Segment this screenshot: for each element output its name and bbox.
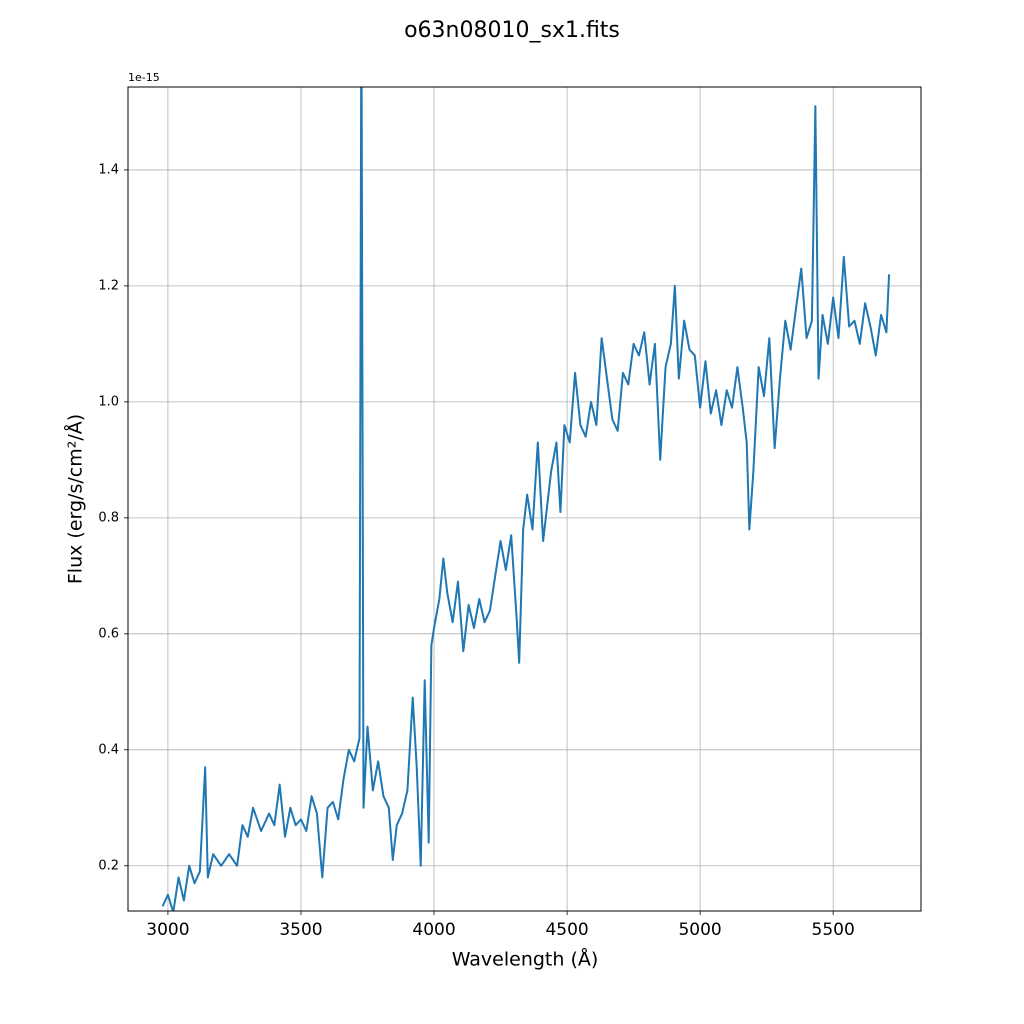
chart-title: o63n08010_sx1.fits — [404, 18, 620, 43]
y-tick-label: 0.6 — [98, 626, 119, 641]
plot-frame — [127, 86, 922, 912]
y-offset-label: 1e-15 — [128, 71, 160, 84]
y-tick-label: 0.2 — [98, 858, 119, 873]
y-tick-label: 1.0 — [98, 394, 119, 409]
x-tick-label: 4000 — [412, 920, 455, 940]
x-tick-label: 3000 — [146, 920, 189, 940]
spectrum-line — [161, 87, 891, 911]
y-tick-label: 0.4 — [98, 742, 119, 757]
x-tick-label: 3500 — [279, 920, 322, 940]
y-tick-label: 1.2 — [98, 278, 119, 293]
x-axis-label: Wavelength (Å) — [452, 948, 599, 971]
x-tick-label: 5500 — [812, 920, 855, 940]
y-tick-label: 0.8 — [98, 510, 119, 525]
y-tick-label: 1.4 — [98, 162, 119, 177]
x-tick-label: 5000 — [678, 920, 721, 940]
x-tick-label: 4500 — [545, 920, 588, 940]
y-axis-label: Flux (erg/s/cm²/Å) — [64, 414, 87, 584]
